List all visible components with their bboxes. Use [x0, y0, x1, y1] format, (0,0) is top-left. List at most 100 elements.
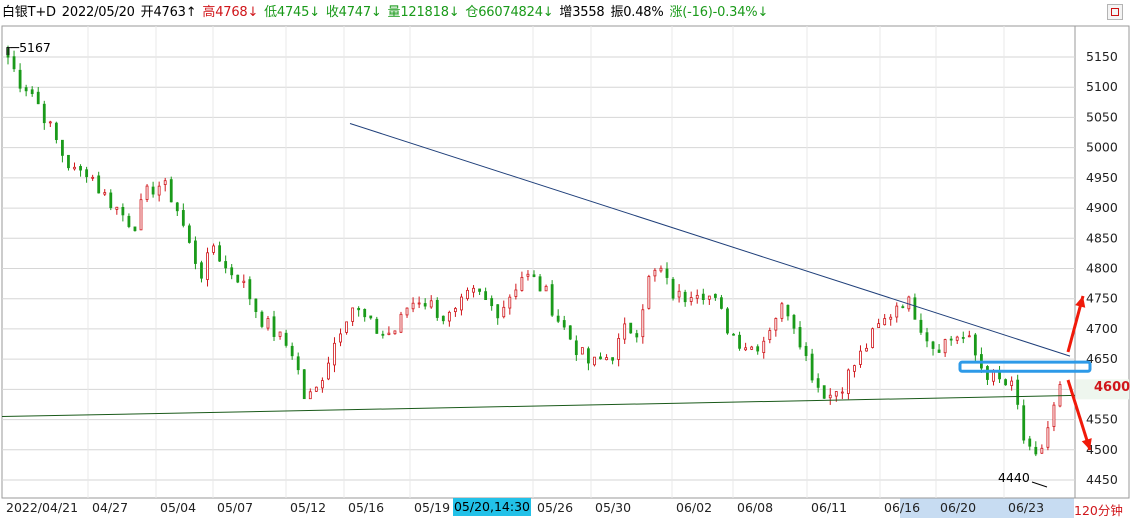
candle-body [290, 345, 294, 357]
y-tick-label: 5050 [1086, 109, 1118, 124]
y-tick-label: 4500 [1086, 442, 1118, 457]
candle-body [750, 346, 754, 350]
candle-body [877, 323, 881, 328]
candle-body [647, 276, 651, 309]
candle-body [677, 290, 681, 298]
candle-body [599, 356, 602, 360]
candle-body [889, 316, 893, 320]
candle-body [768, 330, 772, 340]
candle-body [363, 309, 367, 318]
candle-body [720, 297, 723, 309]
candle-body [61, 139, 64, 156]
candle-body [103, 192, 107, 195]
x-tick-label: 06/23 [1008, 500, 1045, 515]
period-selector[interactable]: 120分钟 [1074, 503, 1123, 518]
candle-body [109, 192, 113, 209]
candle-body [943, 339, 947, 354]
candle-body [6, 49, 10, 58]
candle-body [345, 321, 348, 333]
candle-body [314, 386, 318, 392]
candle-body [194, 240, 197, 264]
candle-body [931, 341, 935, 349]
candle-body [701, 293, 705, 300]
candle-body [865, 347, 868, 352]
candle-body [284, 332, 288, 346]
up-arrow-head [1075, 296, 1086, 308]
candle-body [381, 333, 385, 336]
high-marker: ╓─5167 [4, 40, 51, 55]
candle-body [151, 186, 155, 195]
y-tick-label: 4950 [1086, 170, 1118, 185]
y-tick-label: 5100 [1086, 79, 1118, 94]
candle-body [224, 261, 228, 269]
candle-body [695, 294, 699, 299]
instrument-name: 白银T+D [2, 5, 56, 20]
lower-trend-line [1, 394, 1076, 418]
candle-body [919, 319, 923, 333]
candle-body [810, 353, 814, 381]
candle-body [804, 345, 808, 356]
close-price: 收4747↓ [325, 5, 382, 20]
candle-body [320, 380, 324, 389]
candle-body [623, 323, 627, 340]
candle-body [1046, 427, 1050, 448]
high-marker-value: 5167 [19, 40, 51, 55]
candle-body [145, 185, 149, 200]
candle-body [792, 314, 796, 329]
candle-body [1040, 447, 1044, 454]
candle-body [133, 226, 137, 232]
price-axis-panel [1074, 25, 1130, 499]
upper-trend-line [349, 122, 1071, 357]
candle-body [617, 338, 621, 360]
y-tick-label: 4800 [1086, 261, 1118, 276]
x-tick-label: 04/27 [92, 500, 129, 515]
candle-body [871, 328, 874, 348]
x-tick-label: 05/16 [348, 500, 385, 515]
candle-body [671, 278, 675, 299]
volume: 量121818↓ [387, 5, 460, 20]
settings-icon[interactable] [1107, 4, 1123, 20]
low-marker-pointer [1031, 481, 1048, 488]
candle-body [351, 307, 355, 322]
candle-body [961, 337, 965, 339]
candle-body [502, 306, 506, 318]
y-tick-label: 4850 [1086, 230, 1118, 245]
candle-body [641, 309, 645, 338]
candle-body [937, 349, 941, 353]
cursor-time-label: 05/20,14:30 [453, 498, 531, 516]
down-arrow-head [1081, 438, 1092, 450]
candle-body [296, 356, 300, 371]
candle-body [925, 332, 929, 342]
candle-body [913, 297, 917, 320]
x-tick-label: 06/20 [940, 500, 977, 515]
candle-body [484, 291, 488, 301]
candle-body [187, 225, 191, 243]
candle-body [157, 185, 161, 196]
candle-body [653, 269, 657, 277]
candle-body [12, 56, 16, 70]
candle-body [846, 369, 850, 394]
candle-body [635, 333, 639, 338]
candle-body [973, 334, 977, 356]
candle-body [786, 304, 790, 317]
y-tick-label: 4450 [1086, 472, 1118, 487]
candle-body [901, 306, 905, 309]
candle-body [593, 356, 596, 366]
interest-increase: 增3558 [559, 5, 605, 20]
candle-body [556, 315, 560, 322]
candle-body [726, 308, 729, 334]
x-tick-label: 06/11 [811, 500, 848, 515]
x-tick-label: 05/04 [160, 500, 197, 515]
candle-body [441, 315, 445, 322]
candle-body [490, 298, 494, 307]
candle-body [665, 268, 669, 278]
candle-body [260, 311, 264, 327]
y-tick-label: 4900 [1086, 200, 1118, 215]
x-tick-label: 06/08 [737, 500, 774, 515]
candle-body [399, 313, 403, 333]
candle-body [544, 285, 548, 292]
x-tick-label: 06/16 [884, 500, 921, 515]
candle-body [992, 371, 995, 382]
